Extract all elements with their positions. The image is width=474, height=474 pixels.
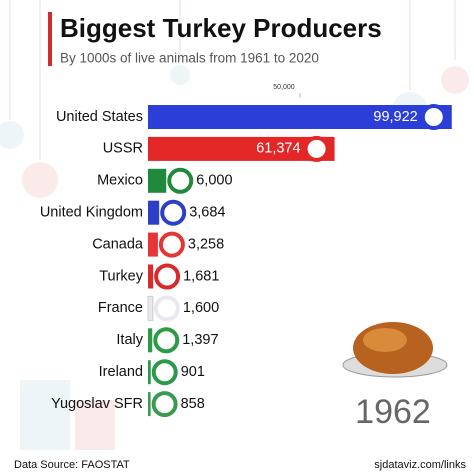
x-tick-label: 50,000 — [273, 84, 295, 91]
title-accent — [48, 12, 52, 66]
flag-icon — [303, 135, 330, 162]
value-label: 1,681 — [183, 268, 219, 284]
bar — [148, 264, 154, 289]
value-label: 99,922 — [373, 109, 417, 125]
category-label: Italy — [116, 332, 143, 348]
bar — [148, 392, 151, 417]
category-label: France — [98, 300, 143, 316]
flag-icon — [420, 104, 447, 130]
decorations — [0, 0, 469, 450]
value-label: 3,684 — [189, 205, 225, 221]
flag-icon — [153, 327, 180, 354]
chart-title: Biggest Turkey Producers — [60, 13, 382, 43]
category-label: USSR — [103, 141, 143, 157]
flag-icon — [167, 167, 194, 194]
value-label: 1,397 — [182, 332, 218, 348]
source: Data Source: FAOSTAT — [14, 459, 130, 471]
category-label: United States — [56, 109, 143, 125]
value-label: 6,000 — [196, 173, 232, 189]
flag-icon — [151, 391, 178, 418]
bar — [148, 105, 452, 129]
value-label: 858 — [181, 396, 205, 412]
value-label: 901 — [181, 364, 205, 380]
bar — [147, 295, 154, 321]
credit: sjdataviz.com/links — [374, 459, 466, 471]
category-label: Yugoslav SFR — [51, 396, 143, 412]
bar — [148, 360, 151, 385]
value-label: 1,600 — [183, 300, 219, 316]
flag-icon — [153, 295, 180, 322]
bar — [148, 328, 153, 353]
flag-icon — [160, 199, 187, 226]
category-label: United Kingdom — [40, 205, 143, 221]
bar — [148, 136, 335, 161]
chart-subtitle: By 1000s of live animals from 1961 to 20… — [60, 51, 319, 66]
bar — [148, 232, 158, 257]
bar — [148, 168, 167, 193]
period-label: 1962 — [355, 393, 431, 431]
bar — [148, 200, 160, 225]
value-label: 61,374 — [256, 141, 300, 157]
flag-icon — [151, 359, 178, 386]
category-label: Ireland — [99, 364, 143, 380]
value-label: 3,258 — [188, 236, 224, 252]
category-label: Canada — [92, 236, 144, 252]
flag-icon — [158, 231, 185, 258]
category-label: Mexico — [97, 173, 143, 189]
turkey-icon — [342, 322, 448, 378]
flag-icon — [154, 263, 181, 290]
category-label: Turkey — [99, 268, 144, 284]
